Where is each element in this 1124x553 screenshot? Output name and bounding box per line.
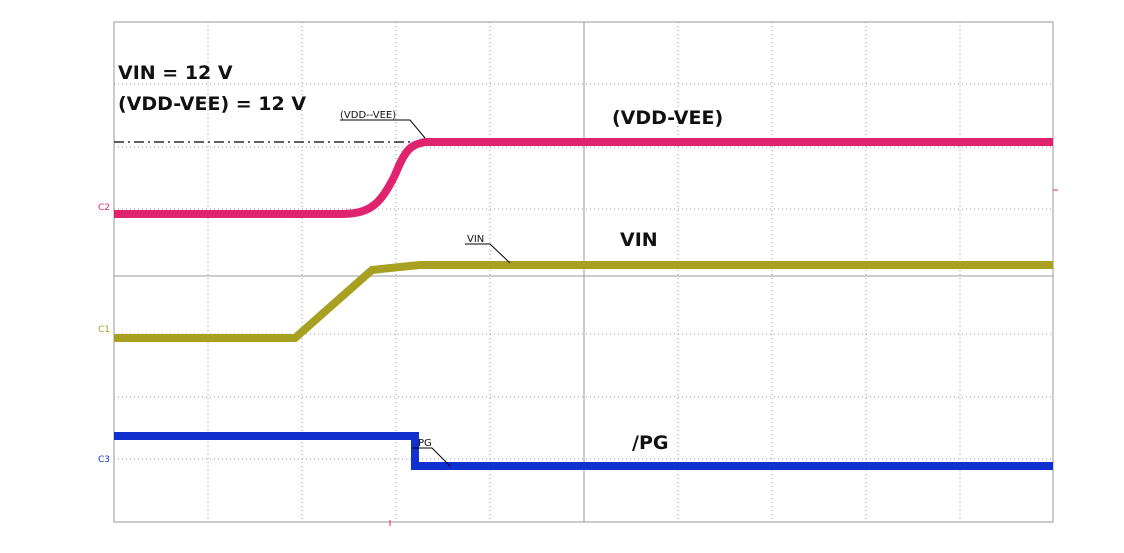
leaders: [340, 119, 511, 467]
annotation: (VDD-VEE) = 12 V: [118, 93, 306, 115]
pg-trace: [114, 432, 1053, 470]
trace-label: VIN: [467, 234, 484, 245]
trace-label: /PG: [632, 432, 668, 454]
trace-label: VIN: [620, 229, 658, 251]
trace-label: (VDD-VEE): [612, 107, 723, 129]
channel-label: C3: [98, 455, 110, 465]
vddvee-trace: [114, 138, 1053, 218]
channel-label: C1: [98, 325, 110, 335]
annotation: VIN = 12 V: [118, 62, 233, 84]
vin-trace: [114, 261, 1053, 342]
trace-label: (VDD--VEE): [340, 110, 396, 121]
channel-label: C2: [98, 203, 110, 213]
trace-label: PG: [418, 438, 432, 449]
